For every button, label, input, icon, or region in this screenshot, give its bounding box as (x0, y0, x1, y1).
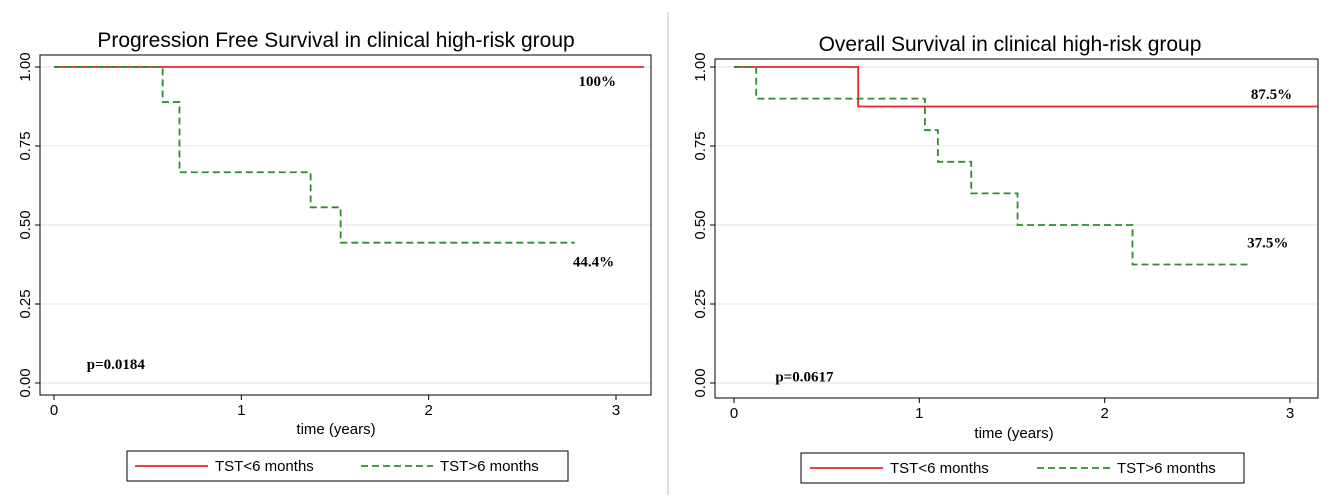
y-tick-label: 0.00 (17, 368, 34, 397)
legend: TST<6 months TST>6 months (126, 450, 569, 482)
km-curve-tst-lt6 (734, 66, 1318, 108)
y-tick-label: 1.00 (17, 52, 34, 81)
x-tick-label: 1 (915, 405, 923, 422)
annotation: p=0.0184 (87, 357, 146, 373)
y-tick-label: 0.50 (17, 210, 34, 239)
x-axis-label: time (years) (296, 421, 375, 438)
x-tick-label: 3 (612, 402, 620, 419)
x-tick-label: 0 (50, 402, 58, 419)
x-tick-label: 2 (424, 402, 432, 419)
plot-area: 0.00 0.25 0.50 0.75 1.00 0 1 2 3 87.5% 37.5% p=0.06… (692, 52, 1319, 422)
chart-title: Overall Survival in clinical high-risk g… (819, 33, 1202, 56)
y-tick-label: 0.75 (17, 131, 34, 160)
annotation: 44.4% (573, 254, 614, 270)
y-tick-label: 0.00 (692, 368, 709, 397)
km-curve-tst-gt6 (734, 66, 1250, 266)
y-tick-label: 0.50 (692, 210, 709, 239)
y-tick-label: 0.25 (692, 289, 709, 318)
km-curve-tst-gt6 (54, 66, 575, 244)
legend-label-tst-gt6: TST>6 months (1117, 460, 1216, 477)
os-panel: Overall Survival in clinical high-risk g… (692, 33, 1319, 484)
annotation: 100% (579, 74, 617, 90)
x-tick-label: 3 (1286, 405, 1294, 422)
x-tick-label: 1 (237, 402, 245, 419)
legend: TST<6 months TST>6 months (800, 452, 1245, 484)
y-tick-label: 0.75 (692, 131, 709, 160)
pfs-panel: Progression Free Survival in clinical hi… (17, 29, 652, 482)
annotation: 87.5% (1251, 87, 1292, 103)
x-axis-label: time (years) (974, 425, 1053, 442)
plot-frame (714, 58, 1319, 399)
x-tick-label: 0 (730, 405, 738, 422)
legend-label-tst-gt6: TST>6 months (440, 458, 539, 475)
chart-title: Progression Free Survival in clinical hi… (97, 29, 574, 52)
x-tick-label: 2 (1100, 405, 1108, 422)
legend-label-tst-lt6: TST<6 months (890, 460, 989, 477)
annotation: p=0.0617 (775, 370, 834, 386)
y-tick-label: 0.25 (17, 289, 34, 318)
y-tick-label: 1.00 (692, 52, 709, 81)
plot-area: 0.00 0.25 0.50 0.75 1.00 0 1 2 3 100% 44.4% p=0.018… (17, 52, 652, 419)
legend-label-tst-lt6: TST<6 months (215, 458, 314, 475)
annotation: 37.5% (1247, 235, 1288, 251)
